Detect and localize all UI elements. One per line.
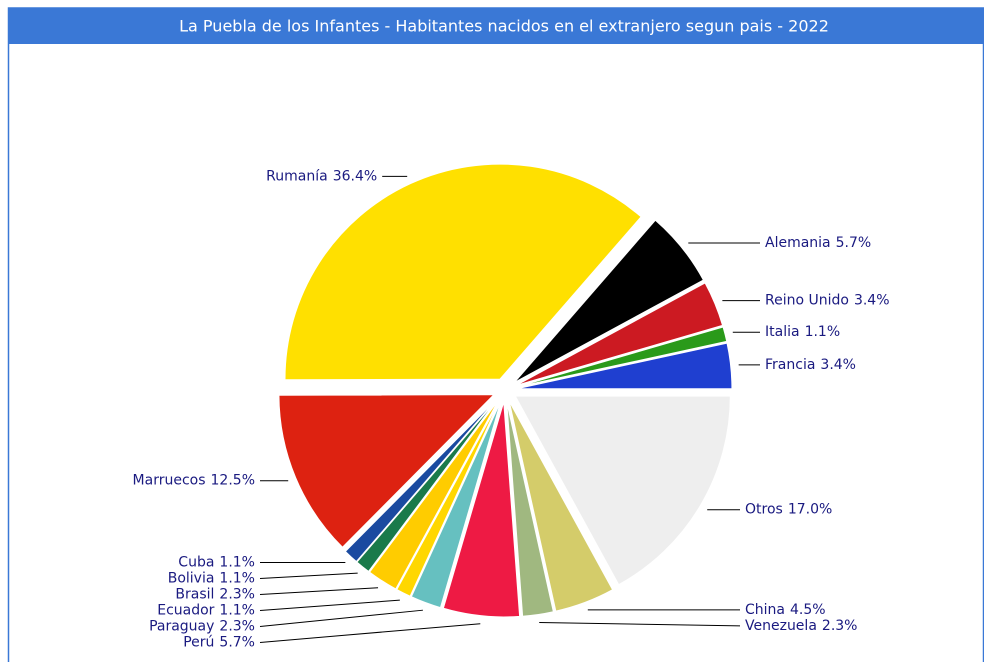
slice-label: China 4.5%	[745, 602, 826, 618]
pie-slice	[284, 163, 642, 381]
pie-slice	[396, 400, 501, 597]
slice-value: 5.7%	[219, 634, 255, 650]
slice-name: Brasil	[175, 586, 214, 602]
slice-value: 2.3%	[219, 586, 255, 602]
slice-label: Cuba 1.1%	[178, 554, 255, 570]
pie-slice	[506, 401, 554, 617]
slice-label: Bolivia 1.1%	[168, 570, 255, 586]
slice-name: Perú	[183, 634, 214, 650]
slice-label: Ecuador 1.1%	[157, 602, 255, 618]
pie-slice	[278, 394, 496, 548]
pie-slice	[344, 398, 498, 563]
slice-name: Venezuela	[745, 618, 817, 634]
slice-name: Reino Unido	[765, 293, 849, 309]
leader-line	[259, 623, 481, 643]
leader-line	[539, 621, 741, 627]
slice-label: Italia 1.1%	[765, 324, 840, 340]
slice-label: Alemania 5.7%	[765, 235, 871, 251]
slice-value: 4.5%	[790, 602, 826, 618]
slice-label: Rumanía 36.4%	[266, 168, 377, 184]
slice-label: Otros 17.0%	[745, 502, 832, 518]
pie-slice	[442, 401, 521, 618]
slice-value: 36.4%	[333, 168, 377, 184]
leader-line	[259, 599, 400, 611]
slice-label: Perú 5.7%	[183, 634, 255, 650]
pie-slice	[515, 282, 724, 386]
pie-slice	[514, 395, 731, 586]
pie-slice	[508, 400, 614, 612]
slice-name: Marruecos	[133, 473, 206, 489]
chart-title: La Puebla de los Infantes - Habitantes n…	[179, 17, 829, 36]
slice-name: Alemania	[765, 235, 831, 251]
slice-name: Bolivia	[168, 570, 215, 586]
slice-value: 12.5%	[211, 473, 255, 489]
slice-name: Cuba	[178, 554, 214, 570]
slice-value: 1.1%	[219, 602, 255, 618]
pie-slice	[516, 342, 733, 390]
slice-value: 17.0%	[788, 502, 832, 518]
slice-name: China	[745, 602, 785, 618]
pie-slice	[368, 399, 499, 590]
leader-line	[259, 572, 358, 579]
leader-line	[259, 609, 423, 627]
slice-value: 1.1%	[219, 570, 255, 586]
slice-name: Ecuador	[157, 602, 214, 618]
slice-name: Otros	[745, 502, 783, 518]
slice-value: 2.3%	[822, 618, 858, 634]
slice-name: Paraguay	[149, 618, 214, 634]
slice-value: 3.4%	[820, 357, 856, 373]
slice-value: 3.4%	[854, 293, 890, 309]
slice-name: Italia	[765, 324, 800, 340]
slice-label: Paraguay 2.3%	[149, 618, 255, 634]
slice-value: 1.1%	[219, 554, 255, 570]
slice-value: 1.1%	[805, 324, 841, 340]
pie-slice	[513, 219, 705, 383]
slice-name: Francia	[765, 357, 815, 373]
slice-label: Marruecos 12.5%	[133, 473, 255, 489]
slice-label: Venezuela 2.3%	[745, 618, 857, 634]
slice-value: 2.3%	[219, 618, 255, 634]
slice-label: Brasil 2.3%	[175, 586, 255, 602]
pie-slice	[516, 326, 728, 388]
pie-slice	[410, 401, 502, 609]
slice-label: Francia 3.4%	[765, 357, 856, 373]
pie-slice	[356, 399, 498, 573]
slice-label: Reino Unido 3.4%	[765, 293, 890, 309]
title-bar	[8, 8, 984, 44]
slice-value: 5.7%	[836, 235, 872, 251]
leader-line	[259, 587, 379, 595]
slice-name: Rumanía	[266, 168, 328, 184]
